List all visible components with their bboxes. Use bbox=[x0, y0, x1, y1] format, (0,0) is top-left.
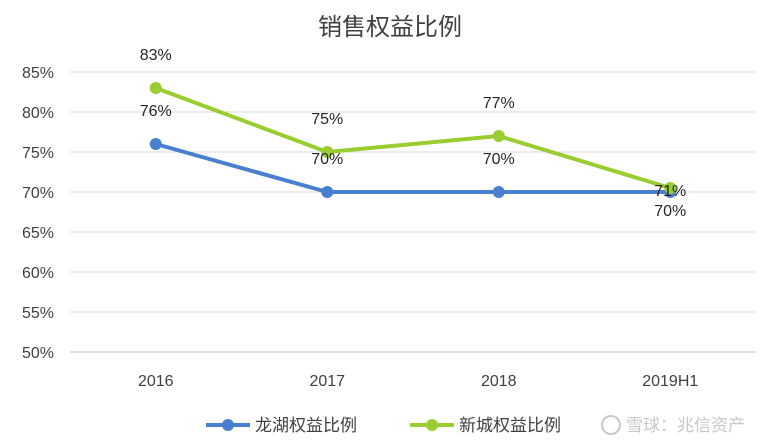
data-label: 70% bbox=[654, 203, 686, 220]
chart-title: 销售权益比例 bbox=[318, 13, 462, 41]
data-point bbox=[149, 138, 162, 150]
legend-item-xincheng: 新城权益比例 bbox=[410, 416, 561, 436]
series-line-1 bbox=[153, 86, 673, 190]
x-tick-label: 2017 bbox=[309, 373, 345, 390]
y-tick-label: 50% bbox=[22, 345, 54, 362]
data-point bbox=[321, 186, 334, 198]
data-labels: 76% 70% 70% 70% 83% 75% 77% 71% bbox=[140, 47, 687, 220]
data-point bbox=[664, 182, 677, 194]
y-tick-label: 70% bbox=[22, 185, 54, 202]
data-label: 77% bbox=[483, 95, 515, 112]
grid bbox=[70, 71, 756, 353]
x-tick-label: 2019H1 bbox=[642, 373, 698, 390]
data-label: 70% bbox=[311, 151, 343, 168]
legend-item-longhu: 龙湖权益比例 bbox=[206, 416, 357, 436]
legend: 龙湖权益比例 新城权益比例 bbox=[206, 416, 561, 436]
y-tick-label: 65% bbox=[22, 225, 54, 242]
data-point bbox=[149, 82, 162, 94]
legend-label-xincheng: 新城权益比例 bbox=[459, 416, 561, 436]
legend-swatch-marker-longhu bbox=[222, 419, 234, 431]
series-layer bbox=[149, 82, 677, 198]
y-tick-label: 55% bbox=[22, 305, 54, 322]
data-point bbox=[321, 146, 334, 158]
data-point bbox=[492, 186, 505, 198]
data-label: 70% bbox=[483, 151, 515, 168]
y-tick-label: 85% bbox=[22, 65, 54, 82]
watermark-text: 雪球：兆信资产 bbox=[626, 416, 745, 436]
series-line-0 bbox=[153, 142, 673, 194]
x-axis: 2016 2017 2018 2019H1 bbox=[138, 373, 698, 390]
x-tick-label: 2018 bbox=[481, 373, 517, 390]
y-tick-label: 75% bbox=[22, 145, 54, 162]
data-label: 71% bbox=[654, 183, 686, 200]
y-tick-label: 60% bbox=[22, 265, 54, 282]
data-label: 83% bbox=[140, 47, 172, 64]
y-axis: 50% 55% 60% 65% 70% 75% 80% 85% bbox=[22, 65, 54, 362]
data-point bbox=[492, 130, 505, 142]
legend-label-longhu: 龙湖权益比例 bbox=[255, 416, 357, 436]
snowball-logo-icon bbox=[601, 415, 621, 435]
legend-swatch-marker-xincheng bbox=[426, 419, 438, 431]
watermark: 雪球：兆信资产 bbox=[601, 415, 745, 436]
data-label: 75% bbox=[311, 111, 343, 128]
x-tick-label: 2016 bbox=[138, 373, 174, 390]
y-tick-label: 80% bbox=[22, 105, 54, 122]
data-label: 76% bbox=[140, 103, 172, 120]
